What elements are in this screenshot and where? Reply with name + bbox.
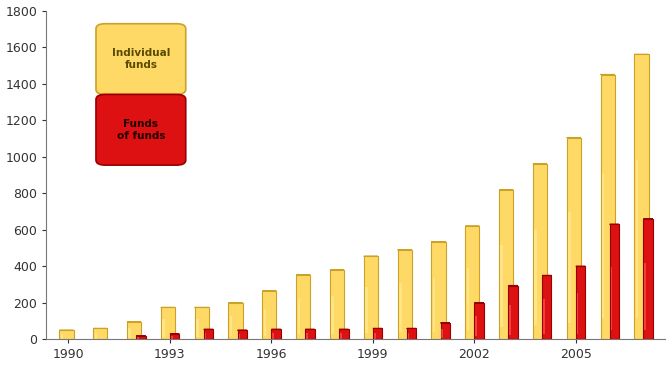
Bar [365, 287, 368, 333]
Bar [431, 242, 446, 339]
Bar [508, 286, 517, 339]
Bar [466, 268, 469, 330]
Bar [161, 308, 175, 339]
Bar [568, 212, 570, 323]
Bar [171, 336, 172, 339]
Text: Funds
of funds: Funds of funds [117, 119, 165, 141]
Bar [601, 75, 615, 339]
Bar [297, 299, 300, 334]
Bar [330, 270, 344, 339]
Bar [397, 250, 412, 339]
Bar [95, 333, 97, 338]
Bar [534, 229, 537, 326]
FancyBboxPatch shape [96, 24, 186, 94]
Bar [374, 333, 376, 338]
Bar [264, 309, 266, 335]
Bar [306, 333, 308, 339]
Bar [128, 328, 131, 338]
Bar [162, 319, 165, 337]
Bar [195, 308, 209, 339]
Bar [230, 316, 232, 337]
Bar [364, 256, 378, 339]
Bar [340, 333, 342, 339]
Bar [442, 329, 443, 338]
Bar [509, 305, 511, 335]
Bar [196, 319, 199, 337]
Bar [644, 264, 646, 330]
Bar [576, 266, 585, 339]
FancyBboxPatch shape [96, 94, 186, 165]
Bar [373, 328, 382, 339]
Text: Individual
funds: Individual funds [111, 48, 170, 70]
Bar [543, 299, 545, 334]
Bar [474, 303, 484, 339]
Bar [59, 330, 74, 339]
Bar [305, 329, 315, 339]
Bar [228, 303, 243, 339]
Bar [542, 276, 552, 339]
Bar [611, 267, 612, 330]
Bar [567, 138, 581, 339]
Bar [262, 291, 276, 339]
Bar [441, 323, 450, 339]
Bar [296, 275, 310, 339]
Bar [61, 334, 63, 339]
Bar [205, 333, 207, 339]
Bar [433, 278, 435, 332]
Bar [501, 245, 503, 327]
Bar [137, 337, 139, 339]
Bar [238, 334, 240, 339]
Bar [408, 333, 409, 338]
Bar [407, 328, 416, 339]
Bar [271, 329, 281, 339]
Bar [577, 293, 578, 334]
Bar [331, 296, 334, 334]
Bar [399, 283, 401, 332]
Bar [499, 190, 513, 339]
Bar [170, 334, 179, 339]
Bar [475, 316, 477, 337]
Bar [643, 219, 653, 339]
Bar [465, 226, 479, 339]
Bar [272, 333, 274, 339]
Bar [238, 330, 247, 339]
Bar [339, 329, 348, 339]
Bar [634, 54, 649, 339]
Bar [602, 172, 605, 318]
Bar [533, 164, 547, 339]
Bar [204, 329, 213, 339]
Bar [635, 160, 638, 317]
Bar [127, 322, 141, 339]
Bar [610, 224, 619, 339]
Bar [93, 328, 107, 339]
Bar [136, 336, 146, 339]
